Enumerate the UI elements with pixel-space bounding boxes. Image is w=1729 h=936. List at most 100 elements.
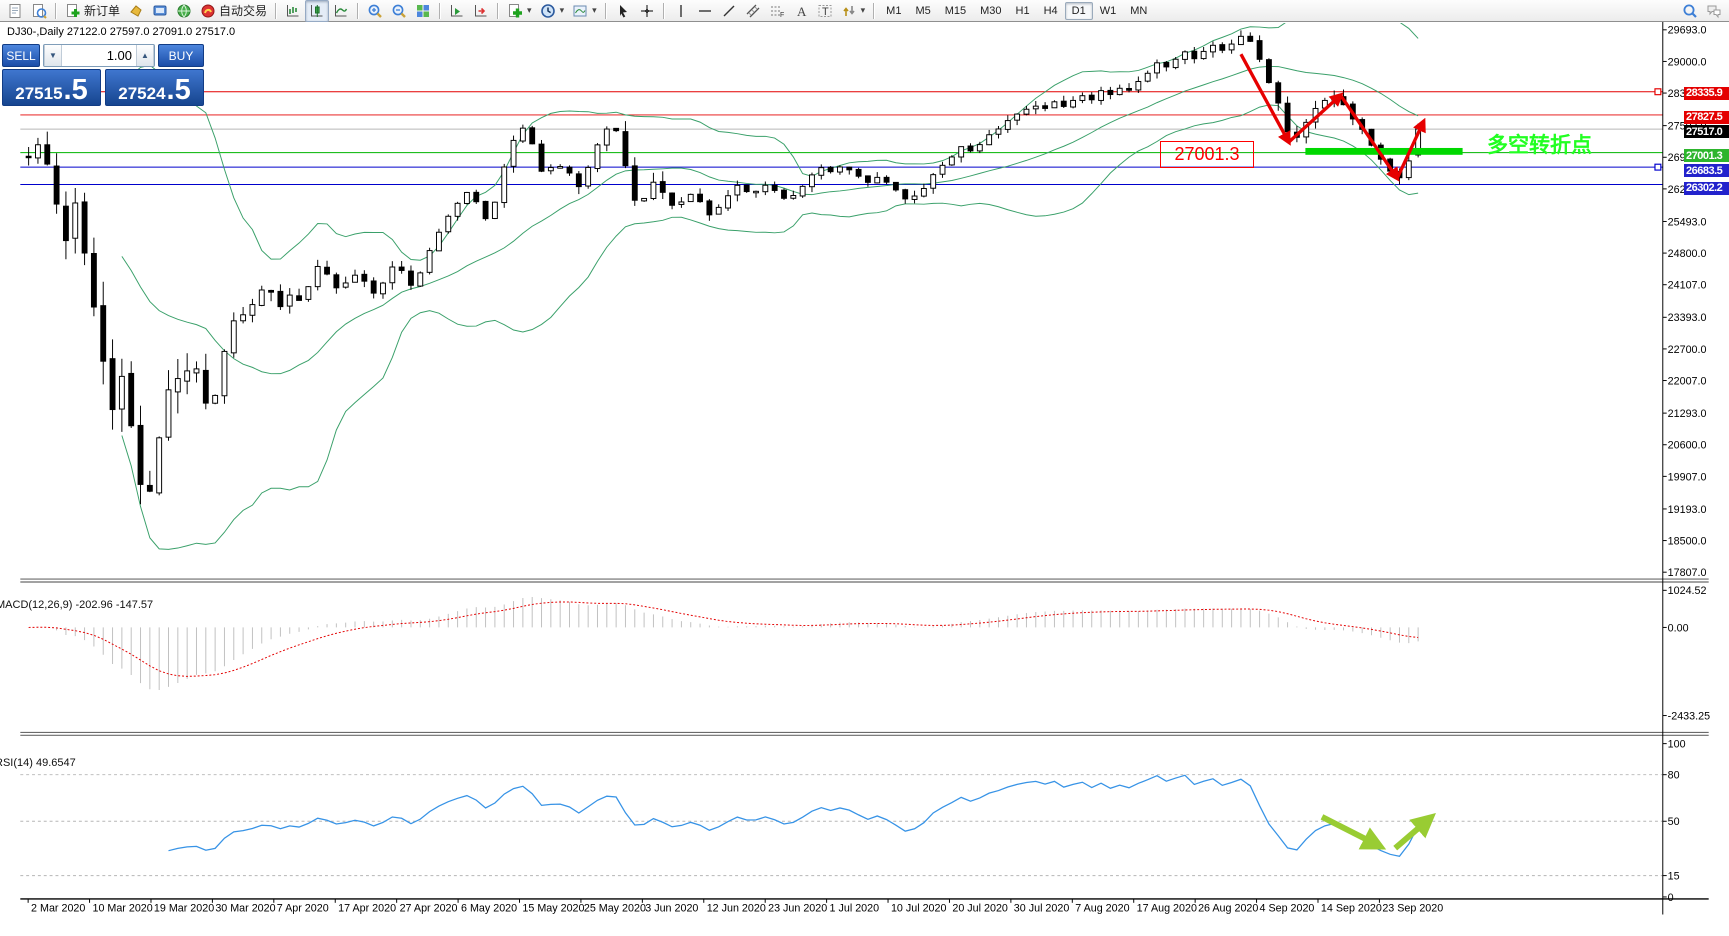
toolbar: 新订单 自动交易 ▾ ▾ ▾ F A T ▾ M1 M5 M15 M30 H1 H4 D1 W1 MN — [0, 0, 1729, 22]
depth-of-market-button[interactable] — [124, 0, 148, 22]
svg-text:15: 15 — [1668, 871, 1680, 883]
chart-canvas[interactable]: 29693.029000.028307.027593.026900.026207… — [0, 22, 1729, 936]
text-label-button[interactable]: T — [813, 0, 837, 22]
news-button[interactable] — [172, 0, 196, 22]
new-order-button[interactable]: 新订单 — [61, 0, 124, 22]
svg-text:27 Apr 2020: 27 Apr 2020 — [400, 903, 458, 915]
line-chart-button[interactable] — [329, 0, 353, 22]
chart-shift-button[interactable] — [469, 0, 493, 22]
chart-window-button[interactable] — [3, 0, 27, 22]
chart-shift-icon — [475, 4, 487, 16]
svg-text:6 May 2020: 6 May 2020 — [461, 903, 517, 915]
chart-title: DJ30-,Daily 27122.0 27597.0 27091.0 2751… — [7, 26, 236, 38]
date-axis[interactable]: 2 Mar 2020 10 Mar 2020 19 Mar 2020 30 Mar 2… — [27, 898, 1443, 915]
horizontal-line-button[interactable] — [693, 0, 717, 22]
chat-button[interactable] — [1702, 0, 1726, 22]
svg-text:18500.0: 18500.0 — [1668, 535, 1707, 547]
search-button[interactable] — [1678, 0, 1702, 22]
chart-annotations[interactable] — [1239, 53, 1463, 851]
trendline-icon — [723, 5, 735, 16]
volume-value[interactable]: 1.00 — [106, 48, 132, 63]
timeframe-h1-button[interactable]: H1 — [1015, 4, 1030, 17]
vertical-line-button[interactable] — [669, 0, 693, 22]
toolbar-separator — [662, 2, 665, 19]
indicators-button[interactable]: ▾ — [503, 0, 536, 22]
bar-chart-button[interactable] — [281, 0, 305, 22]
svg-text:A: A — [797, 4, 807, 19]
indicators-dropdown-arrow[interactable]: ▾ — [527, 5, 532, 15]
svg-text:30 Mar 2020: 30 Mar 2020 — [215, 903, 275, 915]
timeframe-w1-button[interactable]: W1 — [1099, 4, 1117, 17]
svg-text:23 Sep 2020: 23 Sep 2020 — [1382, 903, 1443, 915]
crosshair-button[interactable] — [635, 0, 659, 22]
candlestick-chart-button[interactable] — [305, 0, 330, 22]
new-order-icon — [67, 3, 80, 17]
axis-badge-28335.9: 28335.9 — [1684, 86, 1729, 100]
buy-price-fraction: .5 — [166, 74, 191, 107]
text-label-icon: T — [818, 4, 832, 18]
auto-trading-button[interactable]: 自动交易 — [196, 0, 271, 22]
arrows-shapes-icon — [843, 5, 855, 16]
sell-button[interactable]: SELL — [2, 44, 40, 67]
svg-text:26 Aug 2020: 26 Aug 2020 — [1198, 903, 1258, 915]
templates-dropdown-arrow[interactable]: ▾ — [592, 5, 597, 15]
arrows-shapes-button[interactable]: ▾ — [837, 0, 870, 22]
equidistant-channel-button[interactable] — [741, 0, 765, 22]
fibonacci-button[interactable]: F — [765, 0, 789, 22]
sell-price[interactable]: 27515 .5 — [2, 69, 101, 106]
arrows-shapes-dropdown-arrow[interactable]: ▾ — [860, 5, 866, 15]
svg-text:-2433.25: -2433.25 — [1668, 710, 1710, 722]
depth-of-market-icon — [130, 4, 142, 17]
candlesticks[interactable] — [25, 30, 1422, 505]
bar-chart-icon — [287, 4, 299, 16]
svg-text:12 Jun 2020: 12 Jun 2020 — [707, 903, 766, 915]
svg-text:29000.0: 29000.0 — [1668, 56, 1707, 68]
svg-text:4 Sep 2020: 4 Sep 2020 — [1259, 903, 1314, 915]
tile-windows-button[interactable] — [411, 0, 435, 22]
buy-price[interactable]: 27524 .5 — [105, 69, 204, 106]
svg-text:20 Jul 2020: 20 Jul 2020 — [952, 903, 1008, 915]
volume-decrease-button[interactable]: ▼ — [44, 45, 62, 66]
svg-text:3 Jun 2020: 3 Jun 2020 — [645, 903, 698, 915]
buy-button[interactable]: BUY — [158, 44, 204, 67]
timeframe-m1-button[interactable]: M1 — [886, 4, 902, 17]
new-order-label: 新订单 — [84, 4, 121, 18]
svg-text:24800.0: 24800.0 — [1668, 248, 1707, 260]
svg-text:23 Jun 2020: 23 Jun 2020 — [768, 903, 827, 915]
svg-text:7 Apr 2020: 7 Apr 2020 — [277, 903, 329, 915]
cursor-button[interactable] — [611, 0, 635, 22]
timeframe-m15-button[interactable]: M15 — [944, 4, 967, 17]
timeframe-h4-button[interactable]: H4 — [1043, 4, 1058, 17]
zoom-in-button[interactable] — [363, 0, 387, 22]
zoom-out-button[interactable] — [387, 0, 411, 22]
svg-text:80: 80 — [1668, 770, 1680, 782]
periods-button[interactable]: ▾ — [536, 0, 569, 22]
svg-text:20600.0: 20600.0 — [1668, 440, 1707, 452]
toolbar-separator — [55, 2, 57, 19]
svg-text:1024.52: 1024.52 — [1668, 585, 1707, 597]
trendline-button[interactable] — [717, 0, 741, 22]
horizontal-line-icon — [698, 9, 711, 12]
volume-increase-button[interactable]: ▲ — [136, 45, 154, 66]
turning-point-label[interactable]: 多空转折点 — [1487, 134, 1592, 157]
timeframe-m5-button[interactable]: M5 — [915, 4, 931, 17]
periods-dropdown-arrow[interactable]: ▾ — [559, 5, 565, 15]
timeframe-d1-button[interactable]: D1 — [1064, 1, 1093, 20]
svg-text:15 May 2020: 15 May 2020 — [522, 903, 584, 915]
templates-button[interactable]: ▾ — [568, 0, 601, 22]
text-icon: A — [797, 4, 807, 19]
timeframe-m30-button[interactable]: M30 — [980, 4, 1002, 17]
auto-scroll-button[interactable] — [445, 0, 469, 22]
candlestick-chart-icon — [311, 4, 323, 17]
rsi-indicator — [168, 774, 1419, 857]
price-tag-annotation[interactable]: 27001.3 — [1160, 141, 1254, 168]
svg-text:21293.0: 21293.0 — [1668, 408, 1707, 420]
text-button[interactable]: A — [789, 0, 813, 22]
svg-text:30 Jul 2020: 30 Jul 2020 — [1014, 903, 1070, 915]
timeframe-mn-button[interactable]: MN — [1130, 4, 1148, 17]
toolbar-separator — [275, 2, 278, 19]
svg-text:17 Apr 2020: 17 Apr 2020 — [338, 903, 396, 915]
chart-preview-button[interactable] — [27, 0, 51, 22]
terminal-button[interactable] — [148, 0, 172, 22]
